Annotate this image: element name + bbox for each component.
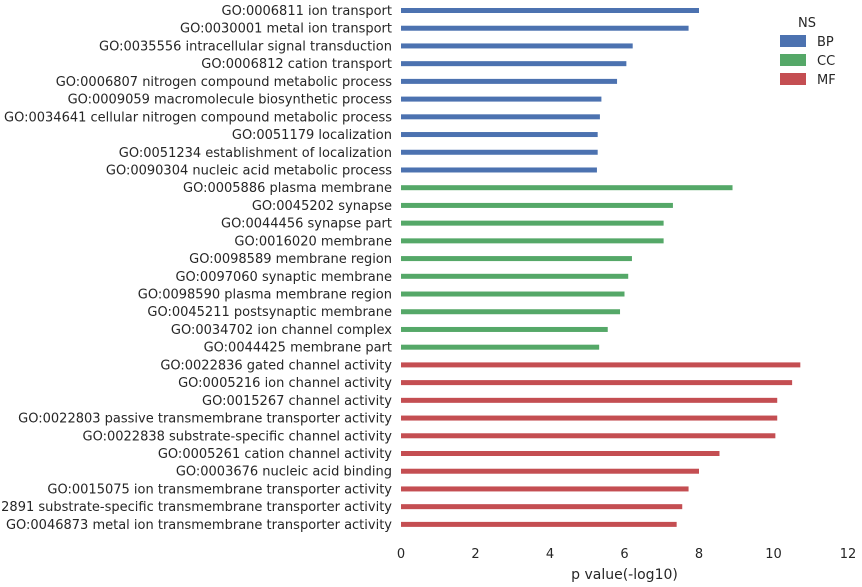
category-label-20: GO:0044425 membrane part <box>204 341 392 356</box>
legend-label-mf: MF <box>817 73 836 88</box>
bar-13 <box>401 220 664 226</box>
bar-14 <box>401 238 664 244</box>
bar-7 <box>401 114 600 120</box>
category-label-13: GO:0044456 synapse part <box>221 217 392 232</box>
bar-17 <box>401 291 625 297</box>
category-label-10: GO:0090304 nucleic acid metabolic proces… <box>106 163 392 178</box>
category-label-21: GO:0022836 gated channel activity <box>160 358 392 373</box>
category-label-7: GO:0034641 cellular nitrogen compound me… <box>4 110 392 125</box>
category-label-5: GO:0006807 nitrogen compound metabolic p… <box>56 75 393 90</box>
bar-2 <box>401 25 689 31</box>
bar-3 <box>401 43 633 49</box>
bar-26 <box>401 451 720 456</box>
bar-12 <box>401 202 673 208</box>
legend-label-cc: CC <box>817 54 835 69</box>
bar-9 <box>401 149 598 155</box>
x-axis-ticks: 0 2 4 6 8 10 12 <box>397 547 856 562</box>
legend-swatch-mf <box>780 73 806 85</box>
legend-swatch-bp <box>780 35 806 47</box>
category-label-17: GO:0098590 plasma membrane region <box>138 288 392 303</box>
bar-21 <box>401 362 801 368</box>
category-label-4: GO:0006812 cation transport <box>201 57 392 72</box>
category-label-24: GO:0022803 passive transmembrane transpo… <box>18 412 392 427</box>
category-label-23: GO:0015267 channel activity <box>202 394 392 409</box>
category-label-27: GO:0003676 nucleic acid binding <box>176 465 392 480</box>
category-label-1: GO:0006811 ion transport <box>222 4 393 19</box>
legend-title: NS <box>798 16 816 31</box>
x-tick-12: 12 <box>840 547 857 562</box>
bar-24 <box>401 415 778 421</box>
category-label-29: GO:0022891 substrate-specific transmembr… <box>0 500 392 515</box>
category-label-16: GO:0097060 synaptic membrane <box>175 270 392 285</box>
bar-18 <box>401 309 621 315</box>
x-tick-8: 8 <box>695 547 703 562</box>
category-label-22: GO:0005216 ion channel activity <box>178 376 392 391</box>
bar-28 <box>401 486 689 492</box>
category-label-11: GO:0005886 plasma membrane <box>183 181 392 196</box>
bar-22 <box>401 380 793 386</box>
bar-23 <box>401 397 778 403</box>
bars-layer <box>401 8 801 527</box>
bar-19 <box>401 326 608 332</box>
category-label-3: GO:0035556 intracellular signal transduc… <box>99 39 392 54</box>
category-label-14: GO:0016020 membrane <box>234 234 392 249</box>
category-label-30: GO:0046873 metal ion transmembrane trans… <box>6 518 392 533</box>
bar-16 <box>401 273 629 279</box>
bar-29 <box>401 504 683 510</box>
bar-5 <box>401 78 618 84</box>
bar-4 <box>401 61 627 67</box>
category-label-6: GO:0009059 macromolecule biosynthetic pr… <box>68 93 393 108</box>
category-label-2: GO:0030001 metal ion transport <box>180 22 392 37</box>
x-tick-4: 4 <box>546 547 554 562</box>
bar-8 <box>401 132 598 138</box>
category-label-18: GO:0045211 postsynaptic membrane <box>147 305 392 320</box>
bar-27 <box>401 468 699 474</box>
bar-15 <box>401 256 632 262</box>
x-tick-2: 2 <box>471 547 479 562</box>
category-label-9: GO:0051234 establishment of localization <box>119 146 392 161</box>
legend: NS BP CC MF <box>780 16 836 88</box>
category-label-19: GO:0034702 ion channel complex <box>171 323 392 338</box>
x-tick-10: 10 <box>765 547 782 562</box>
x-tick-6: 6 <box>620 547 628 562</box>
legend-label-bp: BP <box>817 35 834 50</box>
category-label-26: GO:0005261 cation channel activity <box>158 447 392 462</box>
category-label-28: GO:0015075 ion transmembrane transporter… <box>47 482 392 497</box>
category-label-25: GO:0022838 substrate-specific channel ac… <box>83 429 393 444</box>
category-label-8: GO:0051179 localization <box>232 128 392 143</box>
bar-11 <box>401 185 733 191</box>
x-tick-0: 0 <box>397 547 405 562</box>
category-label-15: GO:0098589 membrane region <box>189 252 392 267</box>
bar-10 <box>401 167 597 173</box>
bar-30 <box>401 521 677 527</box>
bar-25 <box>401 433 776 439</box>
category-label-12: GO:0045202 synapse <box>252 199 392 214</box>
legend-items: BP CC MF <box>780 35 836 88</box>
legend-swatch-cc <box>780 54 806 66</box>
bar-20 <box>401 344 600 350</box>
category-labels: GO:0006811 ion transport GO:0030001 metal… <box>0 4 392 533</box>
bar-1 <box>401 8 699 13</box>
bar-6 <box>401 96 602 102</box>
x-axis-label: p value(-log10) <box>571 567 678 583</box>
